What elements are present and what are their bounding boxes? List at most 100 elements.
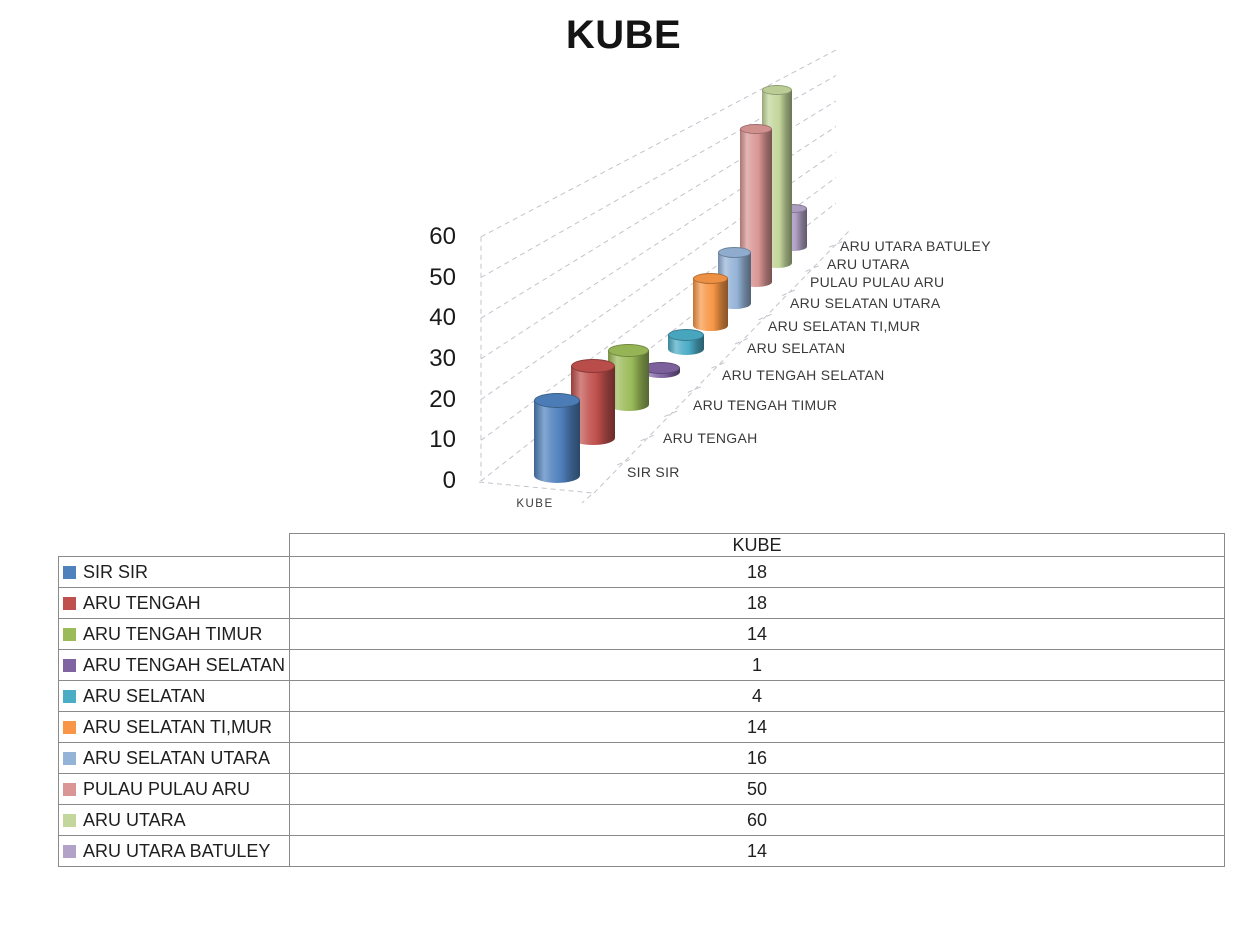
value-axis-tick-label: 0 (442, 467, 456, 494)
legend-swatch (63, 751, 76, 765)
legend-cell: SIR SIR (58, 556, 290, 588)
series-axis-label: ARU SELATAN UTARA (790, 295, 941, 311)
legend-swatch (63, 596, 76, 610)
axis-and-gridlines (478, 49, 851, 504)
legend-label: ARU SELATAN TI,MUR (83, 716, 273, 737)
series-axis-label: ARU SELATAN TI,MUR (768, 318, 921, 334)
legend-cell: ARU TENGAH SELATAN (58, 649, 290, 681)
value-cell: 60 (289, 804, 1225, 836)
series-axis-tick (781, 289, 797, 297)
cylinder-top-cap (668, 329, 704, 341)
floor-front-left-edge (478, 481, 594, 494)
category-axis-label: KUBE (516, 498, 554, 510)
table-row: ARU TENGAH 18 (58, 587, 1225, 619)
legend-cell: ARU TENGAH TIMUR (58, 618, 290, 650)
series-axis-label: PULAU PULAU ARU (810, 274, 945, 290)
series-axis-tick (617, 458, 632, 466)
legend-label: ARU TENGAH TIMUR (83, 623, 263, 644)
series-axis-label: ARU UTARA (827, 256, 910, 272)
legend-swatch (63, 782, 76, 796)
value-cell: 14 (289, 835, 1225, 867)
cylinder-top-cap (571, 359, 615, 373)
legend-cell: ARU SELATAN (58, 680, 290, 712)
series-axis-label: ARU TENGAH (663, 430, 758, 446)
legend-label: PULAU PULAU ARU (83, 778, 251, 799)
legend-cell: ARU TENGAH (58, 587, 290, 619)
series-axis-tick (640, 434, 655, 442)
cylinder-body (534, 400, 580, 483)
series-axis-label: SIR SIR (627, 464, 680, 480)
series-axis-tick (734, 337, 750, 345)
series-axis-tick (687, 385, 703, 393)
cylinder-top-cap (717, 246, 751, 258)
value-cell: 14 (289, 618, 1225, 650)
legend-label: ARU UTARA (83, 809, 186, 830)
legend-swatch (63, 813, 76, 827)
series-axis-tick (758, 313, 773, 321)
value-cell: 14 (289, 711, 1225, 743)
value-axis-tick-label: 40 (429, 304, 456, 332)
legend-cell: PULAU PULAU ARU (58, 773, 290, 805)
cylinder-body (692, 278, 728, 331)
table-row: PULAU PULAU ARU 50 (58, 773, 1225, 805)
series-axis-label: ARU TENGAH TIMUR (693, 397, 838, 413)
category-axis-tick (581, 494, 592, 504)
value-cell: 4 (289, 680, 1225, 712)
data-table: KUBE SIR SIR 18 ARU TENGAH 18 ARU TENGAH TIM… (58, 533, 1225, 867)
legend-swatch (63, 689, 76, 703)
legend-label: ARU UTARA BATULEY (83, 840, 271, 861)
legend-cell: ARU UTARA BATULEY (58, 835, 290, 867)
series-axis-label: ARU TENGAH SELATAN (722, 367, 885, 383)
table-value-column-header: KUBE (289, 533, 1225, 557)
legend-label: ARU SELATAN UTARA (83, 747, 271, 768)
cylinder-top-cap (692, 272, 728, 284)
legend-cell: ARU SELATAN UTARA (58, 742, 290, 774)
bar-cylinder (668, 329, 704, 355)
value-axis-tick-label: 20 (429, 385, 456, 413)
legend-label: ARU TENGAH SELATAN (83, 654, 286, 675)
table-row: ARU SELATAN TI,MUR 14 (58, 711, 1225, 743)
value-cell: 50 (289, 773, 1225, 805)
bar-cylinder (692, 272, 728, 331)
legend-cell: ARU UTARA (58, 804, 290, 836)
table-row: ARU UTARA 60 (58, 804, 1225, 836)
legend-swatch (63, 720, 76, 734)
series-axis-tick (828, 240, 844, 248)
series-axis-tick (805, 264, 820, 272)
cylinder-top-cap (607, 343, 649, 357)
value-axis-tick-label: 60 (429, 222, 456, 250)
series-axis-tick (711, 361, 726, 369)
cylinder-top-cap (762, 85, 792, 95)
table-header-row: KUBE (58, 533, 1225, 557)
legend-swatch (63, 658, 76, 672)
bar-cylinder (534, 392, 580, 483)
legend-label: ARU TENGAH (83, 592, 201, 613)
plot-area-3d: 0 10 20 30 40 50 60 SIR SIR ARU TENGAH ARU TENGA… (429, 49, 991, 510)
series-axis-tick (664, 410, 679, 418)
wall-gridline (480, 49, 837, 238)
chart-title: KUBE (565, 13, 682, 57)
value-axis-tick-label: 10 (429, 426, 456, 454)
table-row: SIR SIR 18 (58, 556, 1225, 588)
table-corner-blank-cell (58, 533, 290, 557)
value-cell: 16 (289, 742, 1225, 774)
value-cell: 18 (289, 587, 1225, 619)
cylinder-top-cap (534, 392, 580, 408)
table-row: ARU TENGAH TIMUR 14 (58, 618, 1225, 650)
value-axis-tick-label: 50 (429, 263, 456, 291)
floor-right-edge (593, 229, 851, 494)
legend-swatch (63, 844, 76, 858)
series-axis-label: ARU UTARA BATULEY (840, 238, 991, 254)
table-row: ARU TENGAH SELATAN 1 (58, 649, 1225, 681)
legend-label: SIR SIR (83, 561, 149, 582)
value-axis-tick-label: 30 (429, 344, 456, 372)
table-row: ARU SELATAN 4 (58, 680, 1225, 712)
legend-swatch (63, 565, 76, 579)
table-row: ARU SELATAN UTARA 16 (58, 742, 1225, 774)
value-cell: 1 (289, 649, 1225, 681)
legend-label: ARU SELATAN (83, 685, 206, 706)
table-row: ARU UTARA BATULEY 14 (58, 835, 1225, 867)
legend-swatch (63, 627, 76, 641)
value-cell: 18 (289, 556, 1225, 588)
